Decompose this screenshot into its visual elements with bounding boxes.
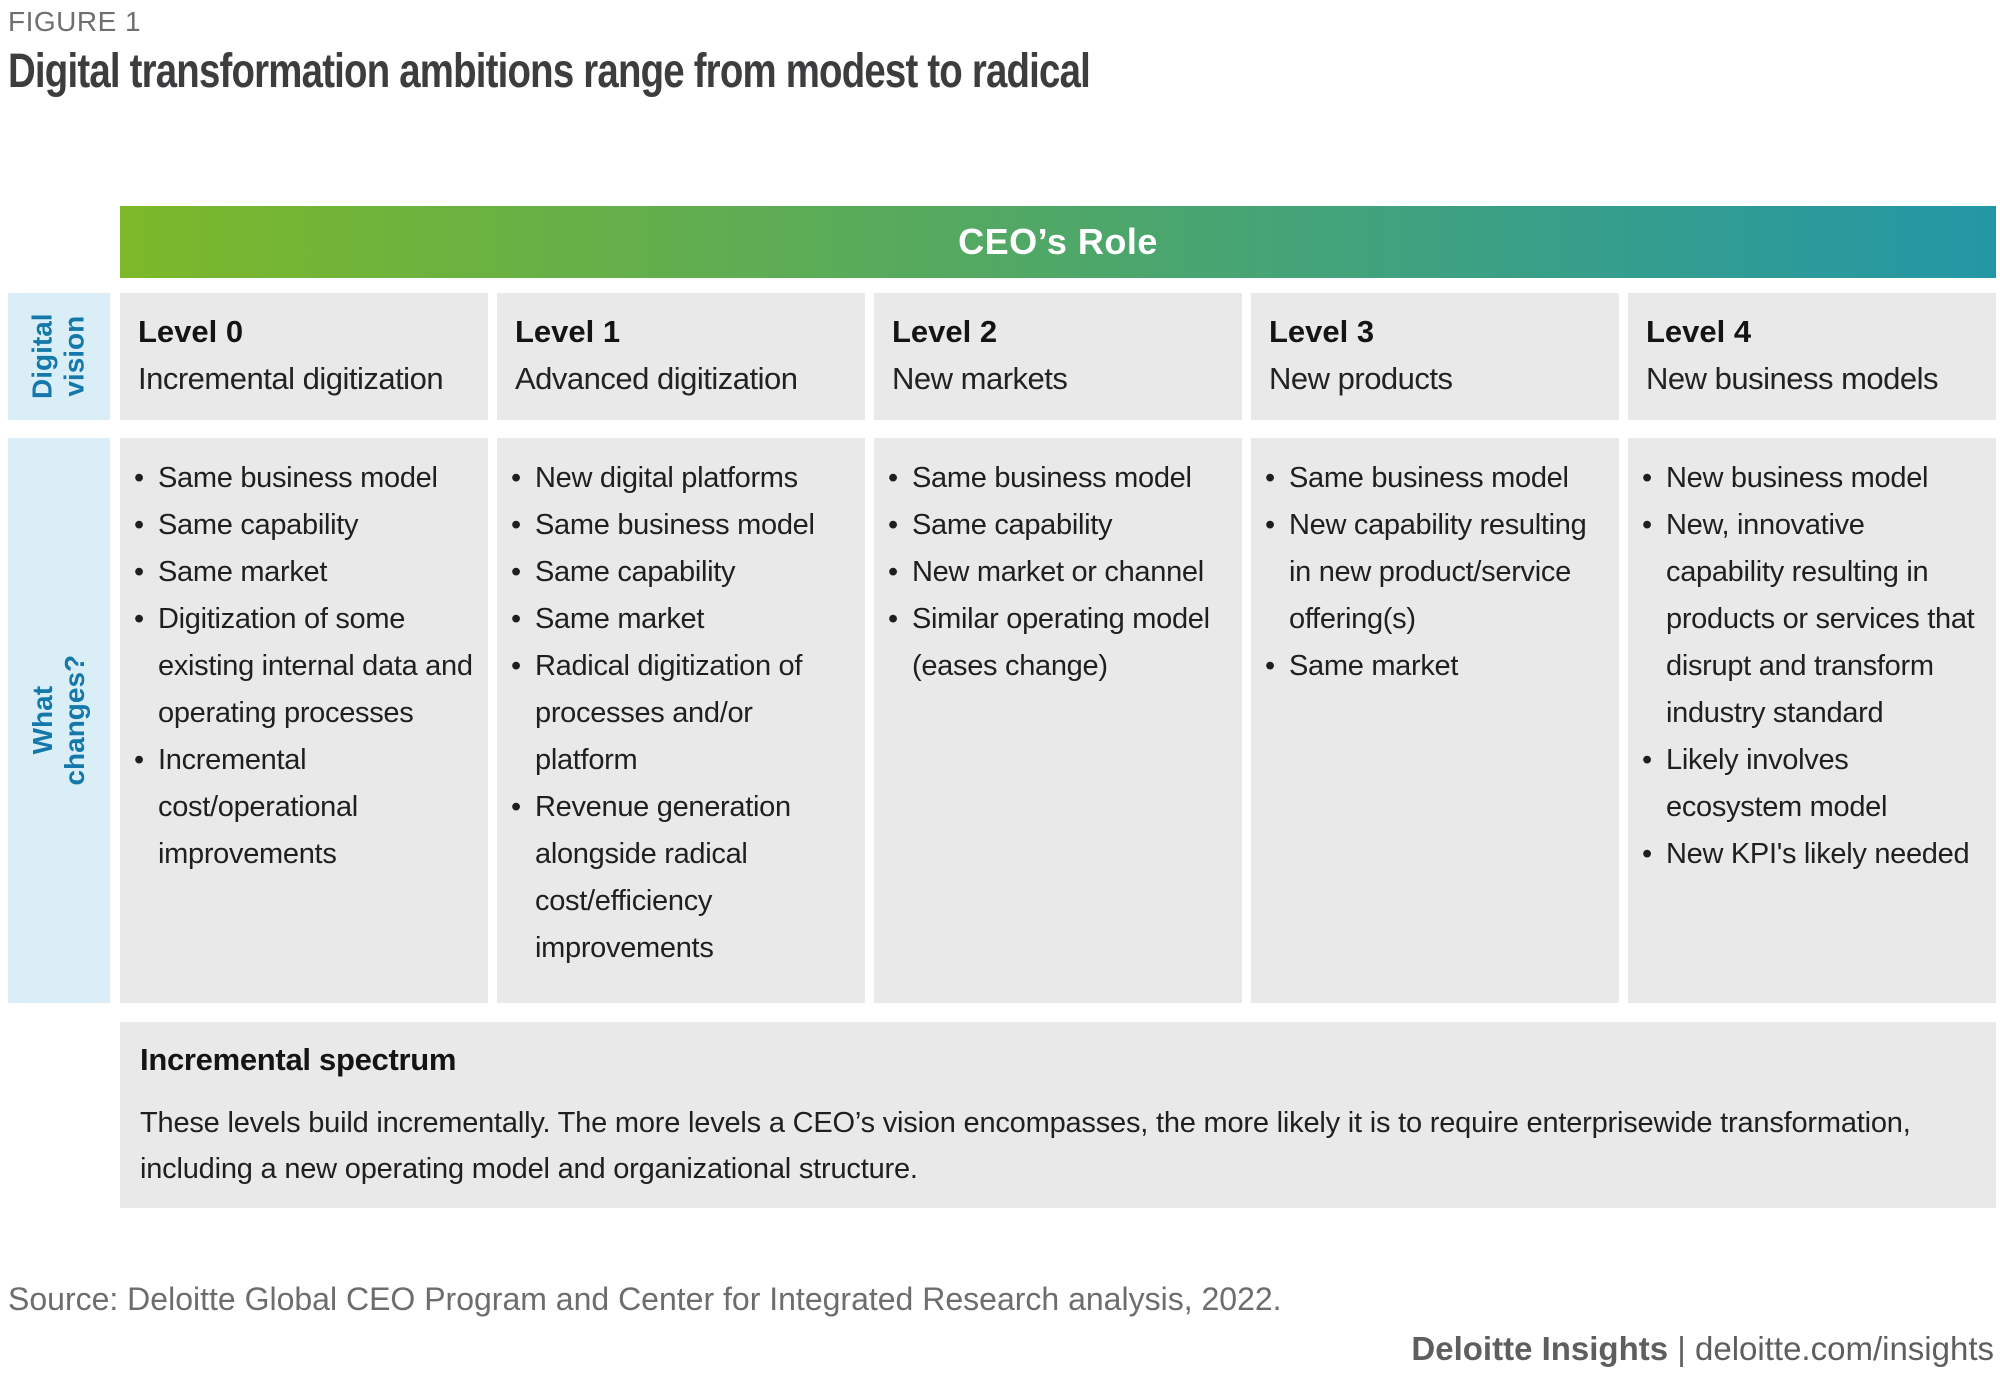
level-subtitle: Advanced digitization <box>515 360 798 396</box>
bullet-item: Same market <box>134 549 482 596</box>
spectrum-panel: Incremental spectrum These levels build … <box>120 1022 1996 1208</box>
what-changes-text: What changes? <box>26 655 91 786</box>
insights-url: deloitte.com/insights <box>1695 1330 1994 1367</box>
column-body-level-3: Same business modelNew capability result… <box>1251 438 1619 1003</box>
bullet-list: Same business modelSame capabilityNew ma… <box>888 455 1236 690</box>
bullet-item: Same market <box>511 596 859 643</box>
insights-separator-glyph: | <box>1677 1330 1686 1367</box>
spectrum-heading: Incremental spectrum <box>140 1042 457 1077</box>
column-header-level-2: Level 2 New markets <box>874 293 1242 420</box>
bullet-item: Same capability <box>134 502 482 549</box>
level-title: Level 3 <box>1269 314 1375 349</box>
level-title: Level 0 <box>138 314 244 349</box>
bullet-item: Same business model <box>511 502 859 549</box>
figure-label: FIGURE 1 <box>8 6 142 37</box>
column-body-level-2: Same business modelSame capabilityNew ma… <box>874 438 1242 1003</box>
column-header-level-4: Level 4 New business models <box>1628 293 1996 420</box>
what-changes-row: Same business modelSame capabilitySame m… <box>120 438 1996 1003</box>
bullet-item: Similar operating model (eases change) <box>888 596 1236 690</box>
bullet-item: Same business model <box>134 455 482 502</box>
level-subtitle: Incremental digitization <box>138 360 444 396</box>
column-header-level-3: Level 3 New products <box>1251 293 1619 420</box>
bullet-item: Same business model <box>1265 455 1613 502</box>
bullet-item: Same capability <box>888 502 1236 549</box>
bullet-item: New KPI's likely needed <box>1642 831 1990 878</box>
bullet-item: New, innovative capability resulting in … <box>1642 502 1990 737</box>
bullet-item: Same capability <box>511 549 859 596</box>
source-note: Source: Deloitte Global CEO Program and … <box>8 1281 1282 1317</box>
bullet-item: Radical digitization of processes and/or… <box>511 643 859 784</box>
level-subtitle: New products <box>1269 360 1453 396</box>
insights-footer: Deloitte Insights | deloitte.com/insight… <box>1411 1330 1994 1368</box>
row-label-what-changes: What changes? <box>8 438 110 1003</box>
digital-vision-text: Digital vision <box>26 313 90 400</box>
bullet-item: Incremental cost/operational improvement… <box>134 737 482 878</box>
level-header-row: Level 0 Incremental digitization Level 1… <box>120 293 1996 420</box>
insights-separator <box>1668 1330 1677 1367</box>
bullet-list: Same business modelSame capabilitySame m… <box>134 455 482 878</box>
bullet-list: New digital platformsSame business model… <box>511 455 859 972</box>
level-title: Level 1 <box>515 314 621 349</box>
bullet-item: New digital platforms <box>511 455 859 502</box>
ceo-role-banner: CEO’s Role <box>120 206 1996 278</box>
bullet-item: Digitization of some existing internal d… <box>134 596 482 737</box>
level-subtitle: New business models <box>1646 360 1939 396</box>
bullet-list: Same business modelNew capability result… <box>1265 455 1613 690</box>
level-title: Level 4 <box>1646 314 1752 349</box>
column-body-level-1: New digital platformsSame business model… <box>497 438 865 1003</box>
insights-url-gap <box>1686 1330 1695 1367</box>
bullet-item: New market or channel <box>888 549 1236 596</box>
bullet-item: New capability resulting in new product/… <box>1265 502 1613 643</box>
bullet-list: New business modelNew, innovative capabi… <box>1642 455 1990 878</box>
column-header-level-1: Level 1 Advanced digitization <box>497 293 865 420</box>
level-subtitle: New markets <box>892 360 1068 396</box>
bullet-item: Same market <box>1265 643 1613 690</box>
bullet-item: Same business model <box>888 455 1236 502</box>
column-header-level-0: Level 0 Incremental digitization <box>120 293 488 420</box>
bullet-item: Revenue generation alongside radical cos… <box>511 784 859 972</box>
column-body-level-0: Same business modelSame capabilitySame m… <box>120 438 488 1003</box>
column-body-level-4: New business modelNew, innovative capabi… <box>1628 438 1996 1003</box>
level-title: Level 2 <box>892 314 998 349</box>
bullet-item: Likely involves ecosystem model <box>1642 737 1990 831</box>
ceo-role-label: CEO’s Role <box>958 221 1158 262</box>
page-title: Digital transformation ambitions range f… <box>8 45 1091 98</box>
bullet-item: New business model <box>1642 455 1990 502</box>
row-label-digital-vision: Digital vision <box>8 293 110 420</box>
insights-brand: Deloitte Insights <box>1411 1330 1669 1367</box>
spectrum-text: These levels build incrementally. The mo… <box>140 1107 1911 1185</box>
